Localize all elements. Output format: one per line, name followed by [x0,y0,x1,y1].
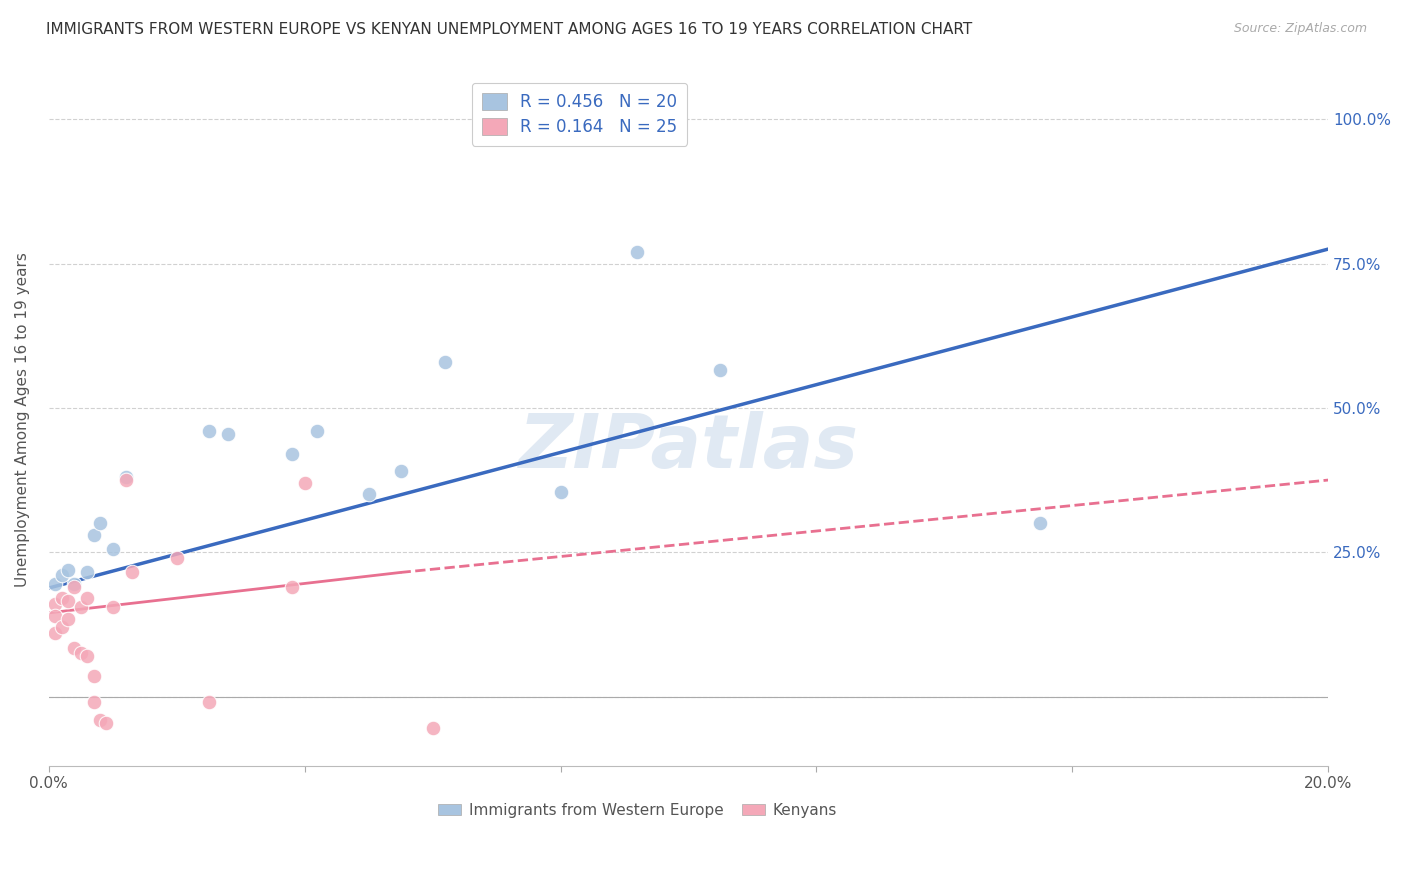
Point [197,424,219,438]
Point [422,722,444,736]
Point [389,464,412,478]
Point [294,475,316,490]
Point [63,640,86,655]
Point [83,528,105,542]
Legend: Immigrants from Western Europe, Kenyans: Immigrants from Western Europe, Kenyans [432,797,842,824]
Point [69,646,91,660]
Point [56,612,79,626]
Point [76,649,98,664]
Point [63,580,86,594]
Point [89,713,111,727]
Point [434,354,457,368]
Point [550,484,572,499]
Point [281,580,304,594]
Point [197,695,219,709]
Point [626,244,648,259]
Point [96,715,118,730]
Point [51,568,73,582]
Point [357,487,380,501]
Point [1029,516,1052,531]
Y-axis label: Unemployment Among Ages 16 to 19 years: Unemployment Among Ages 16 to 19 years [15,252,30,587]
Point [101,600,124,615]
Point [114,470,136,484]
Point [63,577,86,591]
Point [44,577,66,591]
Point [281,447,304,461]
Point [121,566,143,580]
Point [44,626,66,640]
Point [51,591,73,606]
Point [69,600,91,615]
Point [56,563,79,577]
Text: IMMIGRANTS FROM WESTERN EUROPE VS KENYAN UNEMPLOYMENT AMONG AGES 16 TO 19 YEARS : IMMIGRANTS FROM WESTERN EUROPE VS KENYAN… [46,22,973,37]
Point [56,594,79,608]
Point [76,566,98,580]
Point [44,608,66,623]
Point [307,424,329,438]
Point [83,695,105,709]
Point [76,591,98,606]
Point [217,426,239,441]
Point [114,473,136,487]
Text: ZIPatlas: ZIPatlas [519,410,859,483]
Point [51,620,73,634]
Point [83,669,105,683]
Point [101,542,124,557]
Point [166,551,188,566]
Point [44,597,66,611]
Point [709,363,731,377]
Text: Source: ZipAtlas.com: Source: ZipAtlas.com [1233,22,1367,36]
Point [89,516,111,531]
